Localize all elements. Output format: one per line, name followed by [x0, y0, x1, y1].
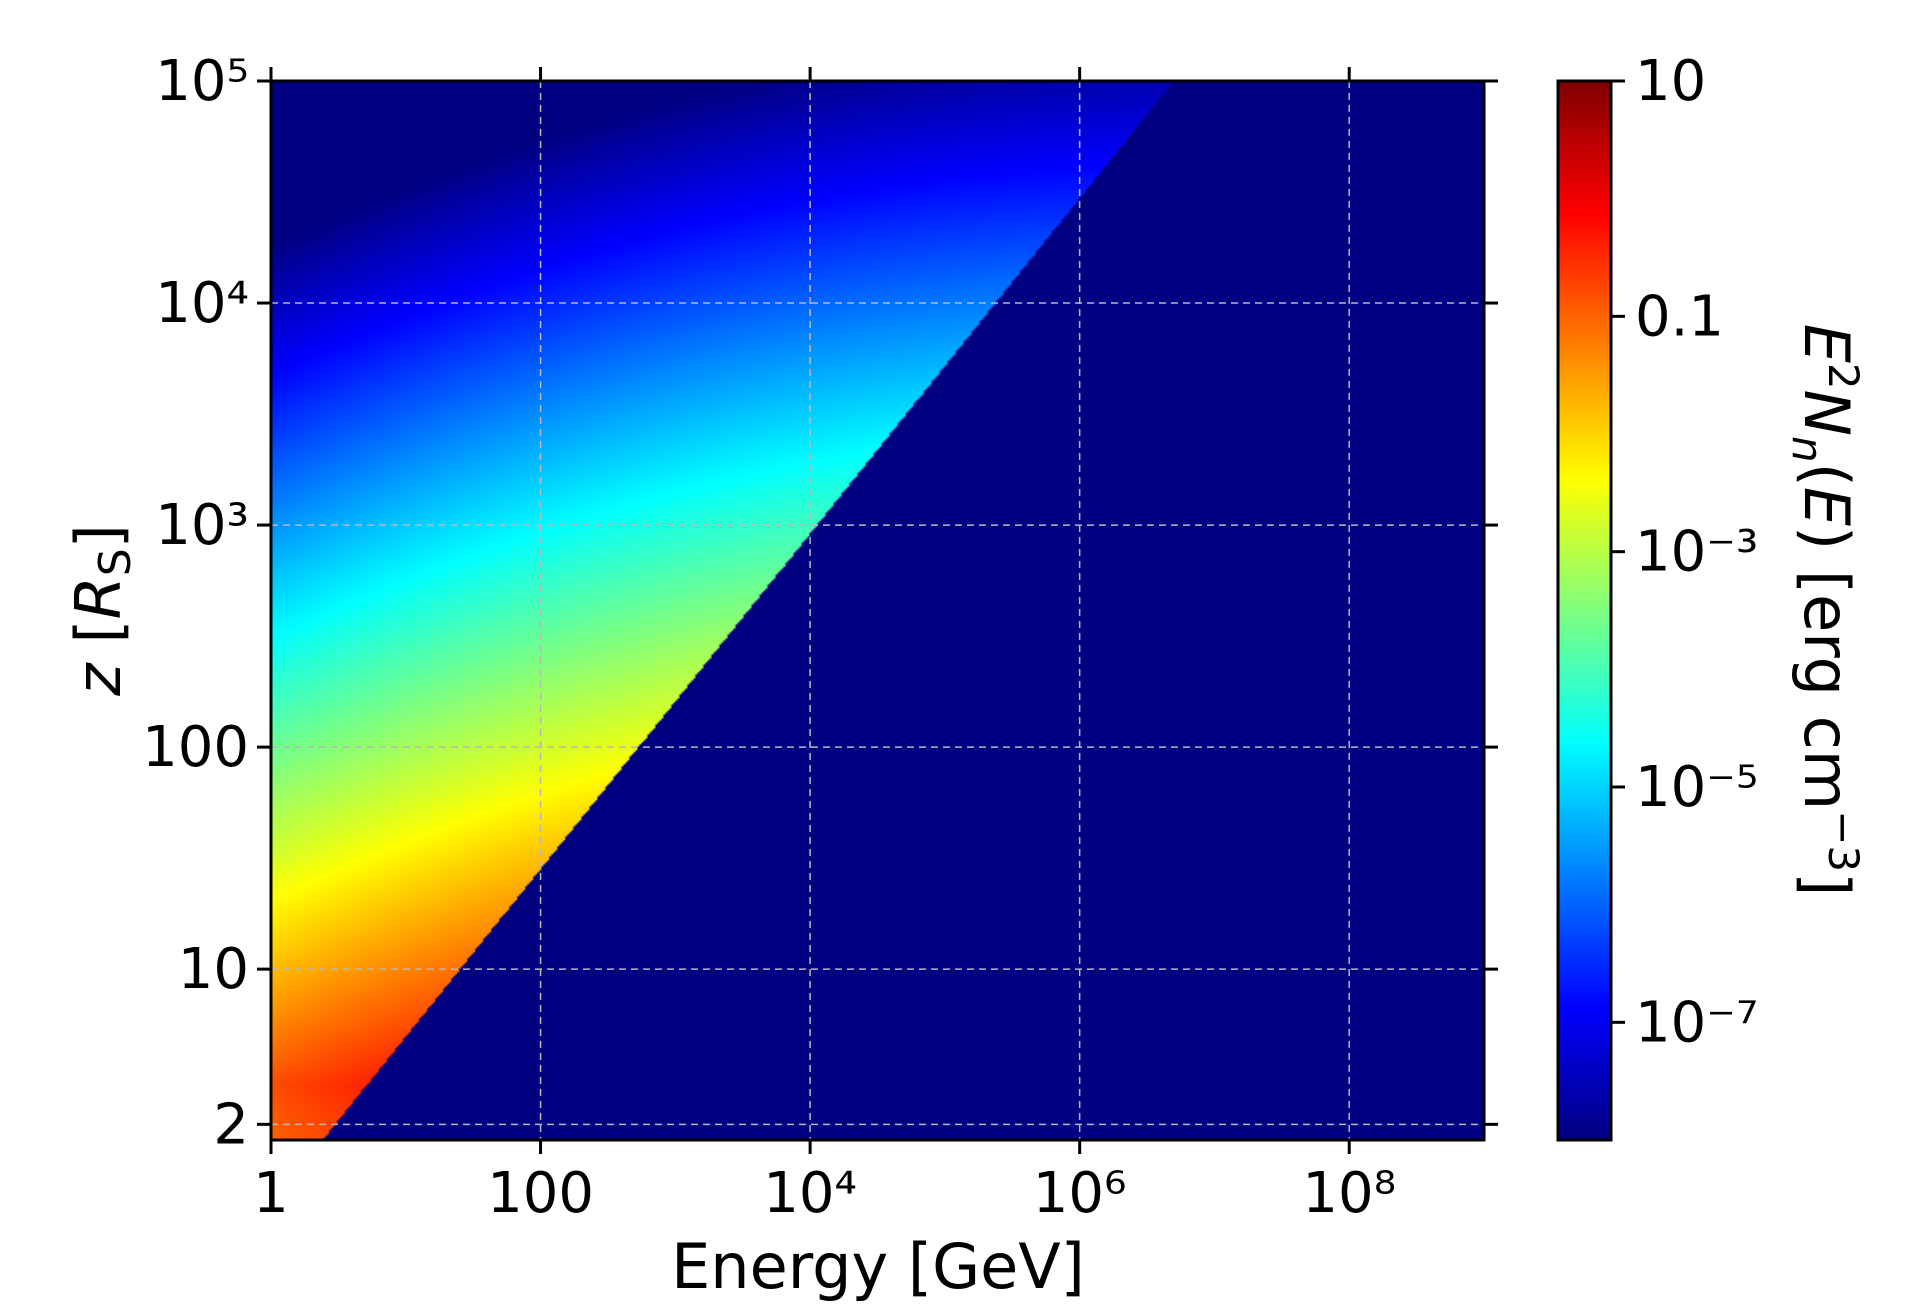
- plot-frame: [269, 79, 1486, 1142]
- heatmap-plot-area: [271, 81, 1484, 1140]
- y-tick-label: 2: [213, 1092, 249, 1157]
- y-tick-label: 10: [178, 937, 249, 1002]
- x-tick-label: 10⁴: [763, 1161, 857, 1226]
- x-axis-label: Energy [GeV]: [671, 1230, 1085, 1303]
- y-axis-label: z [RS]: [62, 524, 141, 697]
- y-tick-label: 10⁴: [155, 271, 249, 336]
- x-axis-ticks: 1 100 10⁴ 10⁶ 10⁸: [253, 67, 1396, 1226]
- y-tick-label: 100: [142, 715, 249, 780]
- colorbar-tick-label: 10⁻⁷: [1635, 990, 1758, 1055]
- colorbar-tick-label: 0.1: [1635, 284, 1724, 349]
- y-tick-label: 10³: [155, 493, 249, 558]
- x-tick-label: 10⁶: [1033, 1161, 1127, 1226]
- x-tick-label: 100: [487, 1161, 594, 1226]
- colorbar: [1558, 81, 1611, 1140]
- x-tick-label: 10⁸: [1302, 1161, 1396, 1226]
- grid-lines: [271, 81, 1484, 1140]
- x-tick-label: 1: [253, 1161, 289, 1226]
- y-tick-label: 10⁵: [155, 49, 249, 114]
- colorbar-frame: [1556, 79, 1613, 1142]
- colorbar-tick-label: 10⁻⁵: [1635, 755, 1758, 820]
- colorbar-ticks: 10 0.1 10⁻³ 10⁻⁵ 10⁻⁷: [1611, 49, 1758, 1055]
- colorbar-tick-label: 10: [1635, 49, 1706, 114]
- colorbar-tick-label: 10⁻³: [1635, 520, 1758, 585]
- y-axis-ticks: 2 10 100 10³ 10⁴ 10⁵: [142, 49, 1498, 1157]
- colorbar-label: E2Nn(E) [erg cm−3]: [1783, 324, 1868, 897]
